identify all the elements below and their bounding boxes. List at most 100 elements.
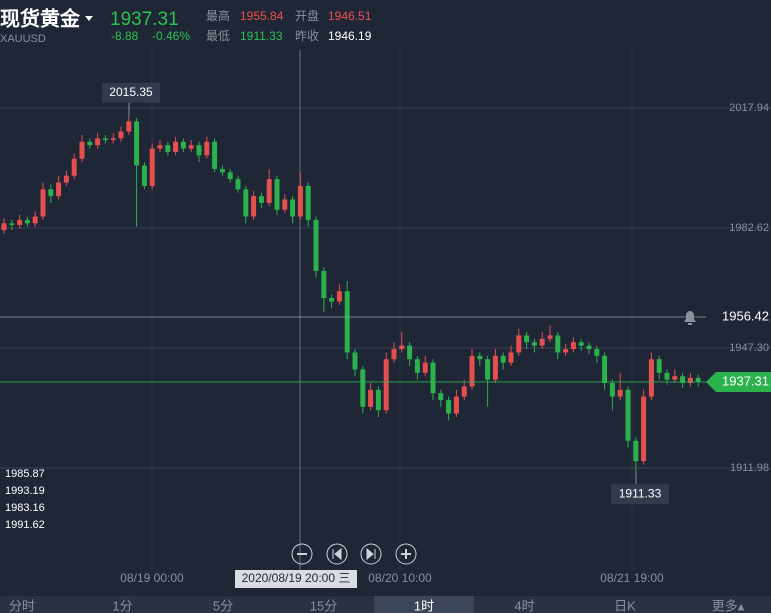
price: 1937.31 <box>110 9 179 30</box>
scroll-right[interactable] <box>360 543 382 565</box>
stat-value: 1946.51 <box>328 9 372 23</box>
candle-body <box>438 393 444 400</box>
indicator-value: 1985.87 <box>5 468 45 480</box>
candle-body <box>63 175 69 183</box>
candle-body <box>24 219 30 224</box>
candle-body <box>547 335 553 339</box>
candle-body <box>32 216 38 224</box>
candle-body <box>134 121 140 166</box>
candle-body <box>469 355 475 387</box>
stat-label: 最高 <box>206 8 230 23</box>
zoom-in[interactable] <box>395 543 417 565</box>
candle-body <box>110 138 116 141</box>
bell-icon[interactable] <box>684 311 696 326</box>
candle-body <box>383 359 389 411</box>
candle-body <box>227 172 233 180</box>
x-tick-label: 08/19 00:00 <box>120 571 184 585</box>
crosshair-label-bg <box>235 570 357 588</box>
candle-body <box>430 362 436 394</box>
candle-body <box>687 377 693 384</box>
candle-body <box>422 362 428 373</box>
candle-body <box>282 199 288 210</box>
candle-body <box>531 342 537 346</box>
last-price-tag <box>706 371 771 392</box>
candle-body <box>290 199 296 217</box>
tab[interactable]: 更多▴ <box>712 598 745 613</box>
stat-label: 昨收 <box>295 29 319 43</box>
y-tick-label: 1947.30 <box>729 342 769 354</box>
candle-body <box>563 349 569 353</box>
candle-body <box>126 121 132 132</box>
candle-body <box>95 138 101 146</box>
candle-body <box>56 182 62 197</box>
candle-body <box>329 298 335 302</box>
candle-body <box>344 291 350 353</box>
last-price-label: 1937.31 <box>722 373 769 388</box>
candle-body <box>539 338 545 346</box>
candle-body <box>235 179 241 190</box>
change: -8.88 <box>111 29 139 43</box>
candle-body <box>305 185 311 220</box>
y-tick-label: 2017.94 <box>729 102 769 114</box>
candle-body <box>446 400 452 414</box>
candle-body <box>680 376 686 384</box>
tab[interactable]: 15分 <box>310 598 337 613</box>
candle-body <box>625 389 631 441</box>
tab[interactable]: 1分 <box>112 598 132 613</box>
icon <box>332 547 342 561</box>
x-tick-label: 08/21 19:00 <box>600 571 664 585</box>
candle-body <box>251 196 257 217</box>
candle-body <box>157 145 163 149</box>
stat-value: 1946.19 <box>328 29 372 43</box>
candle-body <box>274 179 280 210</box>
candle-body <box>141 165 147 186</box>
stat-label: 开盘 <box>295 8 319 23</box>
candle-body <box>368 389 374 407</box>
candle-body <box>243 189 249 217</box>
tab[interactable]: 分时 <box>9 598 35 613</box>
candle-body <box>204 141 210 156</box>
candle-body <box>586 345 592 350</box>
instrument-name[interactable]: 现货黄金 <box>0 6 81 30</box>
candle-body <box>71 158 77 176</box>
dropdown-arrow[interactable] <box>85 16 93 21</box>
candle-body <box>570 342 576 350</box>
candle-body <box>524 335 530 343</box>
candle-body <box>453 396 459 414</box>
candle-body <box>641 396 647 462</box>
candle-body <box>149 148 155 186</box>
tab[interactable]: 1时 <box>414 598 434 613</box>
candle-body <box>212 141 218 169</box>
candle-body <box>9 223 15 225</box>
zoom-out[interactable] <box>291 543 313 565</box>
candle-body <box>633 440 639 462</box>
candle-body <box>414 359 420 373</box>
tab[interactable]: 4时 <box>514 598 534 613</box>
candle-body <box>656 359 662 373</box>
candle-body <box>508 352 514 363</box>
icon <box>401 549 411 559</box>
candle-body <box>617 389 623 397</box>
tab[interactable]: 日K <box>614 598 636 613</box>
scroll-left[interactable] <box>326 543 348 565</box>
symbol: XAUUSD <box>0 33 46 45</box>
candle-body <box>375 389 381 411</box>
change-pct: -0.46% <box>152 29 190 43</box>
candle-body <box>695 377 701 382</box>
candle-body <box>118 131 124 139</box>
candle-body <box>609 383 615 397</box>
stat-value: 1911.33 <box>240 29 283 43</box>
candle-body <box>1 223 7 231</box>
indicator-value: 1993.19 <box>5 485 45 497</box>
candle-body <box>578 342 584 346</box>
tab[interactable]: 5分 <box>213 598 233 613</box>
candle-body <box>407 345 413 360</box>
stat-value: 1955.84 <box>240 9 284 23</box>
candle-body <box>352 352 358 370</box>
candle-body <box>180 141 186 149</box>
high-label: 2015.35 <box>109 85 153 99</box>
candle-body <box>477 355 483 360</box>
candle-body <box>594 349 600 356</box>
candle-body <box>500 355 506 363</box>
